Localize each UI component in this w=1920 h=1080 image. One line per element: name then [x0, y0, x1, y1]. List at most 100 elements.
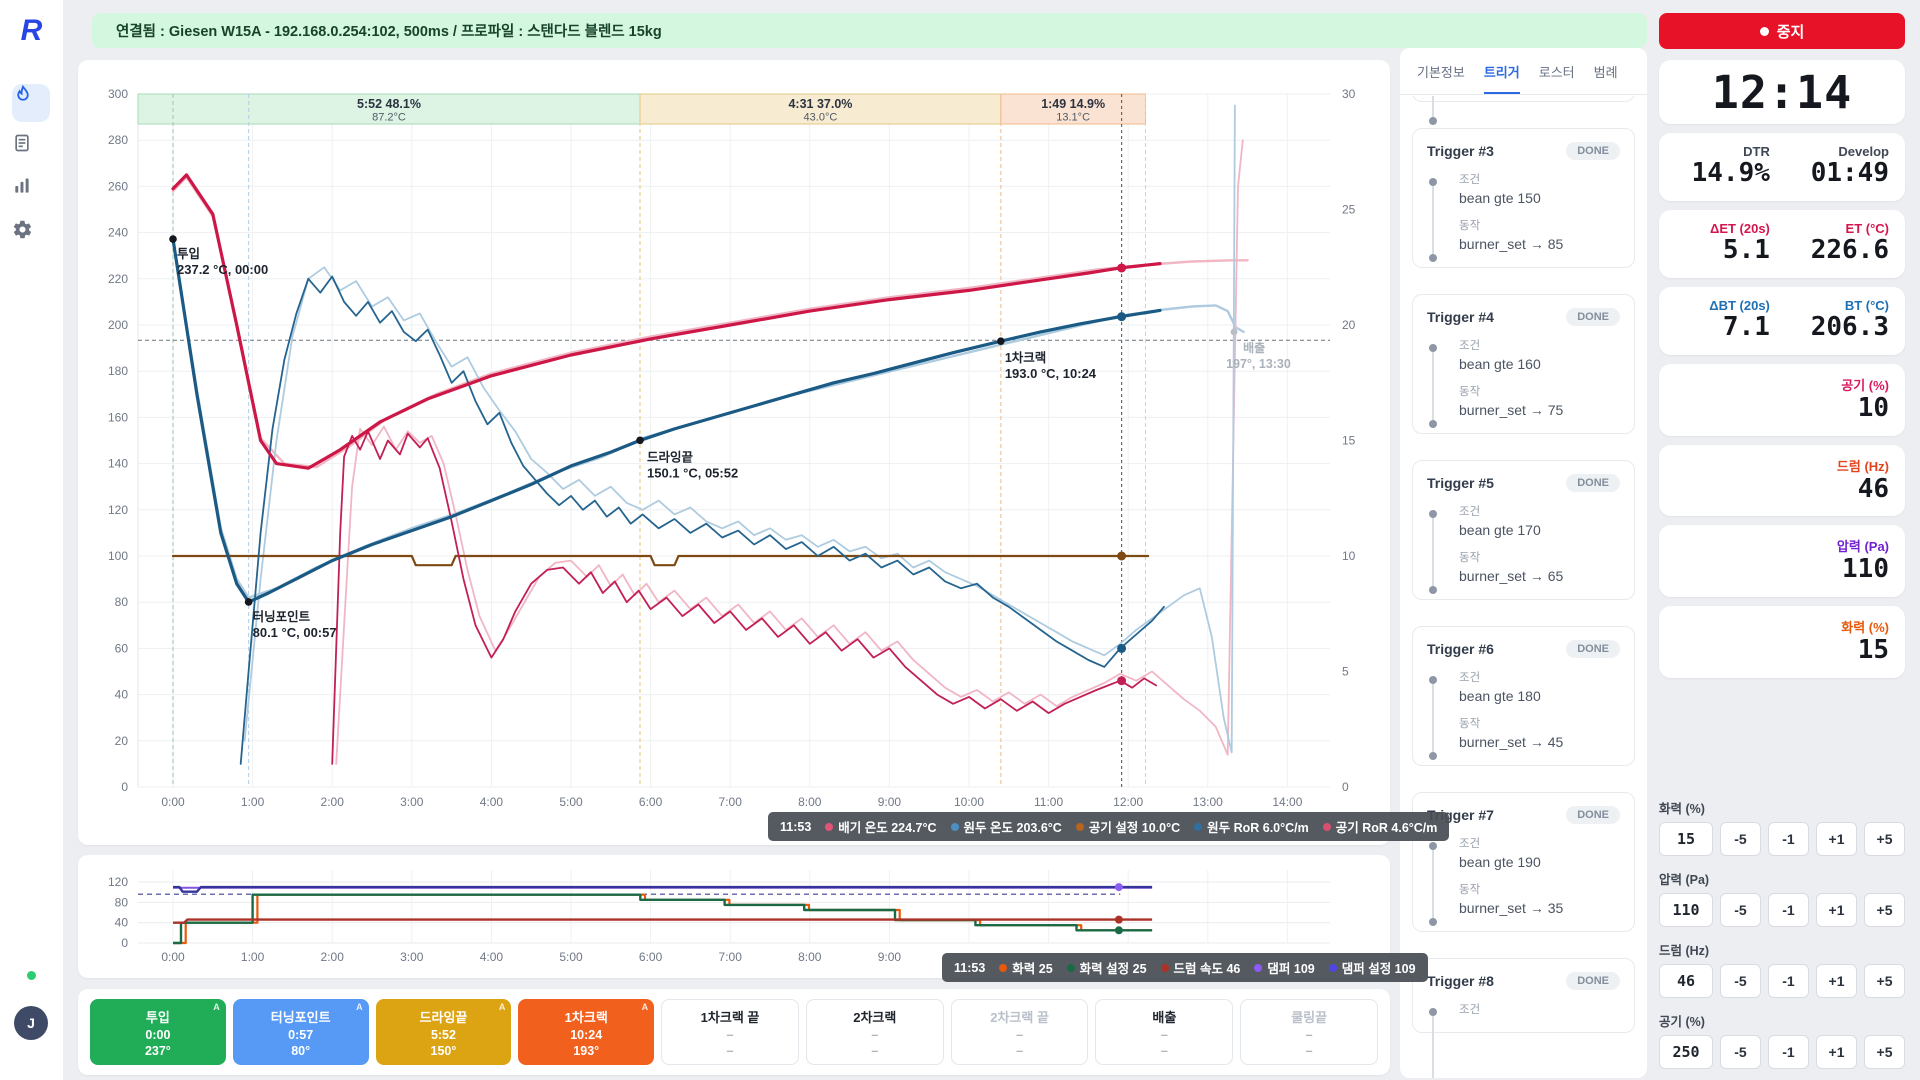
trigger-card[interactable]: Trigger #2time gte 01:00동작burner_set → 9… — [1412, 96, 1635, 125]
svg-text:6:00: 6:00 — [639, 795, 663, 809]
stepper-button-+5[interactable]: +5 — [1864, 893, 1905, 927]
sidebar-item-roast[interactable] — [12, 84, 50, 122]
stepper-button--1[interactable]: -1 — [1768, 964, 1809, 998]
svg-text:8:00: 8:00 — [798, 950, 822, 964]
svg-text:13:00: 13:00 — [1193, 795, 1223, 809]
stat-card: ΔET (20s) 5.1 ET (°C) 226.6 — [1659, 209, 1905, 278]
trigger-card[interactable]: Trigger #7 DONE 조건 bean gte 190 동작 burner_set… — [1412, 792, 1635, 932]
sidebar-item-reports[interactable] — [12, 133, 50, 171]
phase-button-투입[interactable]: A 투입 0:00 237° — [90, 999, 226, 1065]
phase-button-쿨링끝[interactable]: 쿨링끝 – – — [1240, 999, 1379, 1065]
record-dot-icon — [1759, 26, 1769, 36]
phase-button-1차크랙 끝[interactable]: 1차크랙 끝 – – — [661, 999, 799, 1065]
stepper-button-+5[interactable]: +5 — [1864, 964, 1905, 998]
stat-card: 압력 (Pa) 110 — [1659, 525, 1905, 598]
sidebar-item-charts[interactable] — [12, 176, 50, 214]
tooltip-item: 공기 RoR 4.6°C/m — [1322, 817, 1437, 836]
stepper-button--1[interactable]: -1 — [1768, 822, 1809, 856]
live-stats-panel: 중지 12:14 DTR 14.9% Develop 01:49 ΔET (20s) 5.… — [1659, 13, 1905, 1069]
status-badge: DONE — [1566, 972, 1620, 990]
svg-text:11:00: 11:00 — [1034, 795, 1063, 809]
stepper-button--5[interactable]: -5 — [1720, 964, 1761, 998]
stepper-button--5[interactable]: -5 — [1720, 893, 1761, 927]
auto-flag: A — [498, 1002, 506, 1012]
tab-로스터[interactable]: 로스터 — [1538, 64, 1575, 80]
svg-text:14:00: 14:00 — [1272, 795, 1302, 809]
svg-text:2:00: 2:00 — [321, 950, 345, 964]
svg-text:100: 100 — [108, 549, 128, 563]
avatar[interactable]: J — [14, 1006, 48, 1040]
status-badge: DONE — [1566, 142, 1620, 160]
stepper-row-드럼 (Hz): 46 -5 -1 +1 +5 — [1659, 964, 1905, 998]
stepper-button--5[interactable]: -5 — [1720, 822, 1761, 856]
svg-text:237.2 °C, 00:00: 237.2 °C, 00:00 — [177, 262, 268, 277]
svg-text:10: 10 — [1342, 549, 1356, 563]
svg-text:5:00: 5:00 — [559, 950, 583, 964]
stop-button[interactable]: 중지 — [1659, 13, 1905, 49]
tooltip-item: 원두 온도 203.6°C — [950, 817, 1062, 836]
tooltip-item: 드럼 속도 46 — [1160, 958, 1240, 977]
stepper-button-+1[interactable]: +1 — [1816, 964, 1857, 998]
tab-기본정보[interactable]: 기본정보 — [1417, 64, 1465, 80]
svg-text:1:49 14.9%: 1:49 14.9% — [1041, 97, 1105, 111]
stepper-button-+5[interactable]: +5 — [1864, 1035, 1905, 1069]
svg-text:3:00: 3:00 — [400, 950, 424, 964]
svg-text:배출: 배출 — [1243, 340, 1265, 355]
stat-card: 화력 (%) 15 — [1659, 606, 1905, 679]
stepper-button-+1[interactable]: +1 — [1816, 893, 1857, 927]
svg-text:80: 80 — [115, 595, 129, 609]
trigger-card[interactable]: Trigger #8 DONE 조건 — [1412, 958, 1635, 1078]
stepper-button--5[interactable]: -5 — [1720, 1035, 1761, 1069]
trigger-card[interactable]: Trigger #4 DONE 조건 bean gte 160 동작 burner_set… — [1412, 294, 1635, 434]
svg-text:9:00: 9:00 — [878, 950, 902, 964]
svg-text:5: 5 — [1342, 665, 1349, 679]
svg-text:260: 260 — [108, 179, 128, 193]
phase-button-배출[interactable]: 배출 – – — [1095, 999, 1234, 1065]
stepper-row-공기 (%): 250 -5 -1 +1 +5 — [1659, 1035, 1905, 1069]
auto-flag: A — [641, 1002, 649, 1012]
svg-text:드라잉끝: 드라잉끝 — [647, 449, 694, 464]
tab-트리거[interactable]: 트리거 — [1483, 48, 1520, 94]
tooltip-item: 화력 설정 25 — [1066, 958, 1147, 977]
svg-text:7:00: 7:00 — [719, 795, 743, 809]
svg-text:4:00: 4:00 — [480, 795, 504, 809]
tooltip-item: 화력 25 — [999, 958, 1053, 977]
svg-text:3:00: 3:00 — [400, 795, 424, 809]
tab-범례[interactable]: 범례 — [1593, 64, 1618, 80]
stepper-button-+1[interactable]: +1 — [1816, 822, 1857, 856]
control-history-chart[interactable]: 0 40 80 120 0:00 1:00 2:00 3:00 4:00 5:00 6:00 7:00… — [78, 855, 1428, 982]
stepper-button--1[interactable]: -1 — [1768, 893, 1809, 927]
trigger-card[interactable]: Trigger #6 DONE 조건 bean gte 180 동작 burner_set… — [1412, 626, 1635, 766]
svg-text:300: 300 — [108, 87, 128, 101]
stat-card: 드럼 (Hz) 46 — [1659, 444, 1905, 517]
stat-card: ΔBT (20s) 7.1 BT (°C) 206.3 — [1659, 286, 1905, 355]
trigger-card[interactable]: Trigger #3 DONE 조건 bean gte 150 동작 burner_set… — [1412, 128, 1635, 268]
roast-curve-chart[interactable]: 5:52 48.1% 87.2°C 4:31 37.0% 43.0°C 1:49 14.… — [78, 60, 1450, 845]
svg-text:120: 120 — [108, 503, 128, 517]
svg-text:13.1°C: 13.1°C — [1056, 112, 1090, 124]
svg-text:1차크랙: 1차크랙 — [1005, 350, 1046, 365]
svg-text:8:00: 8:00 — [798, 795, 822, 809]
stepper-button--1[interactable]: -1 — [1768, 1035, 1809, 1069]
auto-flag: A — [213, 1002, 220, 1012]
stepper-value: 110 — [1659, 893, 1713, 927]
status-badge: DONE — [1566, 474, 1620, 492]
phase-button-2차크랙[interactable]: 2차크랙 – – — [805, 999, 944, 1065]
phase-button-터닝포인트[interactable]: A 터닝포인트 0:57 80° — [232, 999, 369, 1065]
svg-text:0: 0 — [121, 936, 128, 950]
trigger-card[interactable]: Trigger #5 DONE 조건 bean gte 170 동작 burner_set… — [1412, 460, 1635, 600]
svg-text:15: 15 — [1342, 434, 1356, 448]
stepper-button-+5[interactable]: +5 — [1864, 822, 1905, 856]
phase-button-1차크랙[interactable]: A 1차크랙 10:24 193° — [518, 999, 655, 1065]
trigger-list[interactable]: Trigger #2time gte 01:00동작burner_set → 9… — [1400, 96, 1647, 1078]
phase-button-드라잉끝[interactable]: A 드라잉끝 5:52 150° — [375, 999, 512, 1065]
stepper-value: 46 — [1659, 964, 1713, 998]
tooltip-item: 댐퍼 109 — [1254, 958, 1315, 977]
stepper-button-+1[interactable]: +1 — [1816, 1035, 1857, 1069]
status-badge: DONE — [1566, 308, 1620, 326]
sidebar-item-settings[interactable] — [12, 219, 50, 257]
phase-button-2차크랙 끝[interactable]: 2차크랙 끝 – – — [950, 999, 1089, 1065]
stat-card: 공기 (%) 10 — [1659, 363, 1905, 436]
svg-text:140: 140 — [108, 457, 128, 471]
svg-text:220: 220 — [108, 272, 128, 286]
